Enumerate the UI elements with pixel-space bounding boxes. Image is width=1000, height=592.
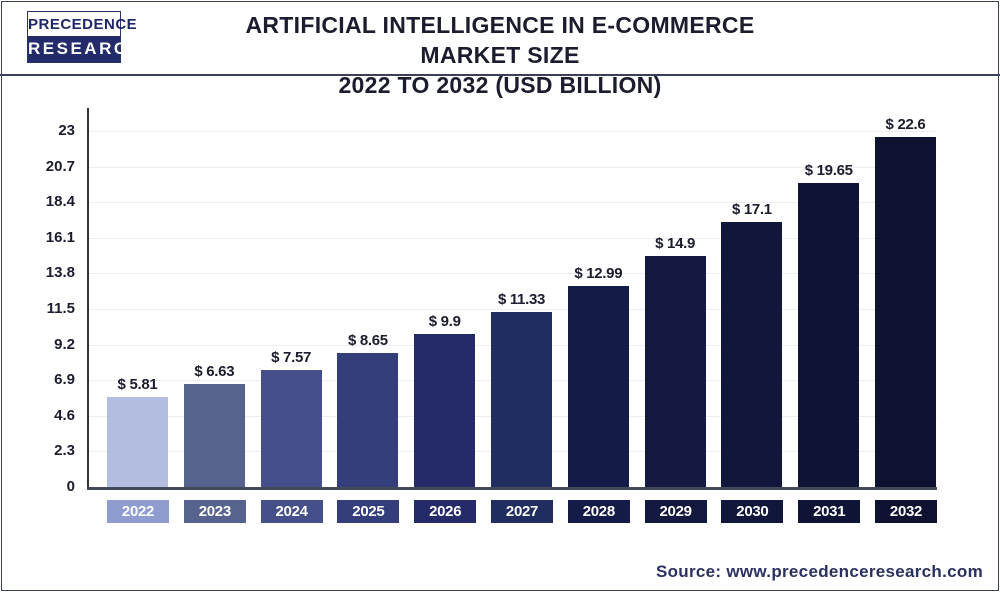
header-divider — [0, 74, 1000, 76]
bar-2025 — [337, 353, 399, 487]
y-tick-label: 4.6 — [54, 406, 75, 424]
gridline — [89, 166, 937, 168]
y-tick-label: 13.8 — [45, 264, 75, 282]
x-category-label: 2027 — [491, 500, 553, 523]
x-axis — [87, 487, 937, 490]
y-tick-label: 2.3 — [54, 442, 75, 460]
y-tick-label: 0 — [66, 478, 75, 495]
x-category-label: 2031 — [798, 500, 861, 523]
x-category-label: 2029 — [644, 500, 707, 523]
data-label: $ 8.65 — [347, 332, 388, 350]
source-text: Source: www.precedenceresearch.com — [655, 562, 983, 581]
data-label: $ 9.9 — [428, 312, 461, 330]
bar-2022 — [107, 397, 168, 487]
gridline — [89, 237, 937, 239]
data-label: $ 7.57 — [271, 348, 312, 366]
data-label: $ 6.63 — [194, 363, 235, 381]
gridline — [89, 309, 937, 310]
y-tick-label: 9.2 — [54, 335, 75, 353]
y-tick-label: 16.1 — [45, 228, 75, 246]
bar-2031 — [798, 182, 860, 487]
y-tick-label: 23 — [58, 122, 75, 139]
x-category-label: 2022 — [107, 500, 169, 523]
bar-2026 — [414, 333, 476, 487]
gridline — [89, 202, 937, 204]
bar-2030 — [721, 222, 783, 487]
y-tick-label: 18.4 — [45, 193, 75, 211]
y-tick-label: 6.9 — [54, 371, 75, 389]
gridline — [89, 131, 937, 132]
data-label: $ 17.1 — [731, 201, 772, 219]
y-tick-label: 11.5 — [46, 300, 75, 317]
x-category-label: 2028 — [567, 500, 630, 523]
y-axis — [87, 108, 89, 489]
data-label: $ 22.6 — [885, 116, 926, 134]
chart-title-line1: ARTIFICIAL INTELLIGENCE IN E-COMMERCE MA… — [245, 12, 755, 68]
bar-2029 — [644, 256, 706, 487]
chart-title: ARTIFICIAL INTELLIGENCE IN E-COMMERCE MA… — [200, 10, 800, 100]
chart-subtitle: 2022 TO 2032 (USD BILLION) — [338, 72, 662, 98]
gridline — [89, 273, 937, 275]
logo-line1: PRECEDENCE — [28, 12, 137, 36]
bar-2023 — [183, 384, 245, 487]
bar-2027 — [491, 311, 552, 487]
x-category-label: 2024 — [260, 500, 323, 523]
data-label: $ 11.33 — [497, 290, 546, 308]
data-label: $ 19.65 — [804, 161, 853, 179]
y-tick-label: 20.7 — [45, 157, 75, 175]
bar-2028 — [567, 285, 629, 487]
x-category-label: 2030 — [721, 500, 784, 523]
x-category-label: 2025 — [337, 500, 400, 523]
data-label: $ 14.9 — [655, 235, 696, 253]
x-category-label: 2023 — [183, 500, 246, 523]
x-category-label: 2032 — [875, 500, 937, 523]
x-category-label: 2026 — [414, 500, 477, 523]
logo-line2: RESEARCH — [28, 36, 141, 62]
data-label: $ 12.99 — [574, 264, 623, 282]
bar-2024 — [260, 369, 322, 487]
precedence-research-logo: PRECEDENCE RESEARCH — [27, 11, 141, 63]
data-label: $ 5.81 — [117, 376, 158, 394]
bar-2032 — [875, 137, 936, 487]
